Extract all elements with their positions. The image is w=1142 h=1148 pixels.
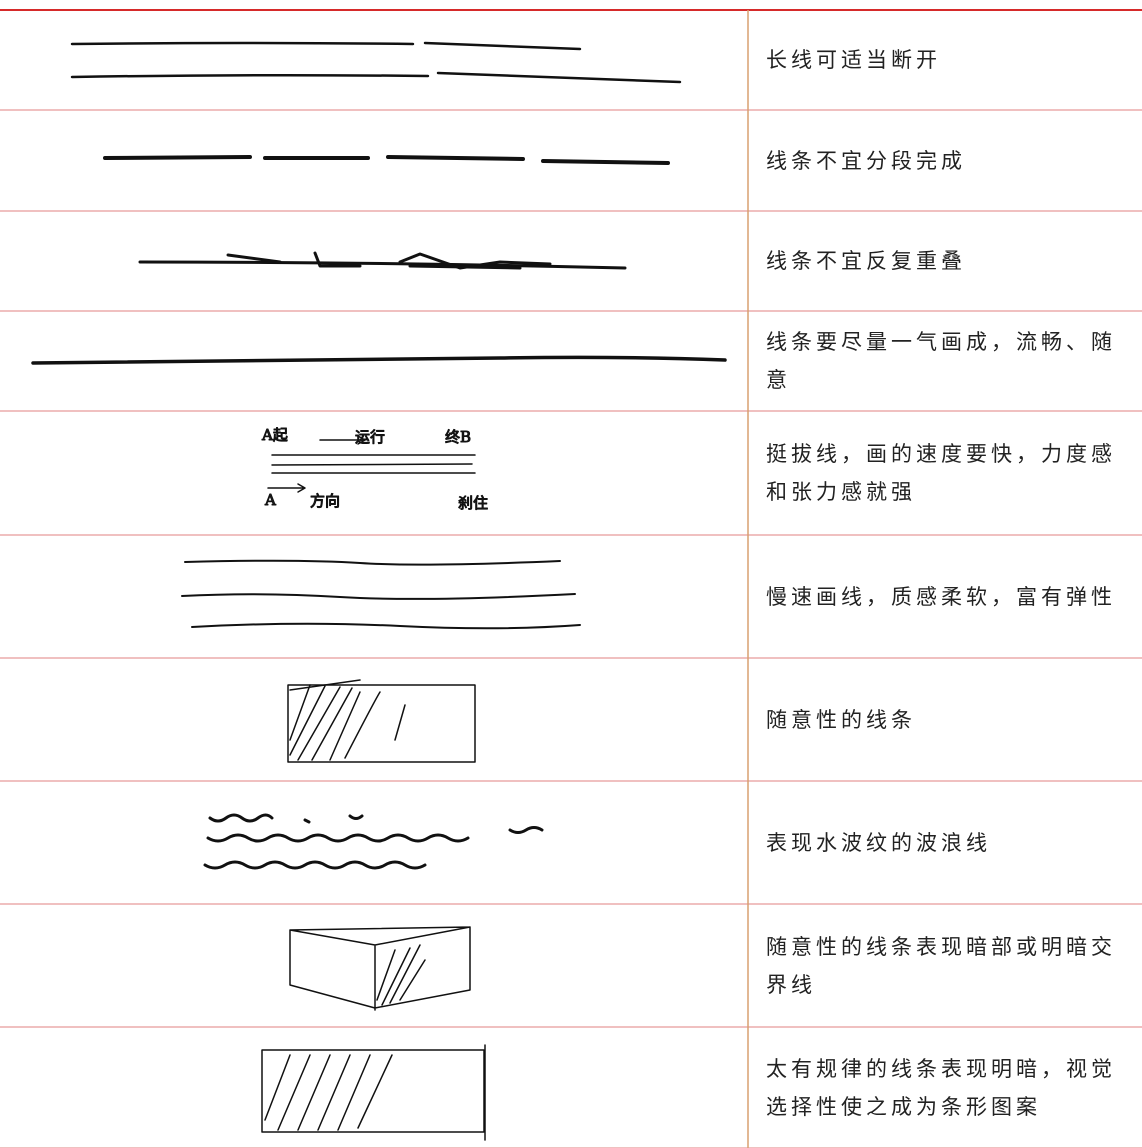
row-description: 表现水波纹的波浪线 [766, 830, 991, 855]
row-description: 太有规律的线条表现明暗，视觉选择性使之成为条形图案 [766, 1056, 1116, 1119]
sketch-2 [103, 155, 670, 165]
row-description: 长线可适当断开 [766, 48, 941, 72]
row-description: 线条不宜反复重叠 [766, 249, 966, 273]
sketch-4 [31, 355, 727, 365]
sketches: A起 运行 终B A 方向 刹住 [31, 41, 727, 1141]
row-description: 线条要尽量一气画成，流畅、随意 [766, 330, 1116, 392]
sketch-9 [289, 926, 471, 1011]
sketch-label: 终B [445, 428, 471, 446]
sketch-label: 方向 [310, 492, 340, 510]
row-description: 慢速画线，质感柔软，富有弹性 [766, 584, 1116, 609]
sketch-label: 运行 [355, 428, 385, 446]
sketch-6 [181, 559, 581, 630]
table-rules [0, 9, 1142, 1148]
sketch-1 [70, 41, 682, 84]
sketch-labels: A起 运行 终B A 方向 刹住 [261, 426, 489, 513]
sketch-5 [267, 435, 476, 493]
sketch-10 [261, 1044, 486, 1141]
sketch-7 [287, 679, 476, 763]
sketch-3 [138, 251, 627, 270]
sketch-label: A起 [261, 426, 288, 444]
row-description: 线条不宜分段完成 [766, 148, 966, 173]
row-description: 随意性的线条 [766, 707, 916, 732]
sketch-label: 刹住 [458, 494, 488, 512]
sketch-8 [203, 813, 544, 870]
row-description: 挺拔线，画的速度要快，力度感和张力感就强 [766, 442, 1116, 504]
row-description: 随意性的线条表现暗部或明暗交界线 [766, 934, 1116, 997]
sketch-label: A [264, 491, 276, 509]
